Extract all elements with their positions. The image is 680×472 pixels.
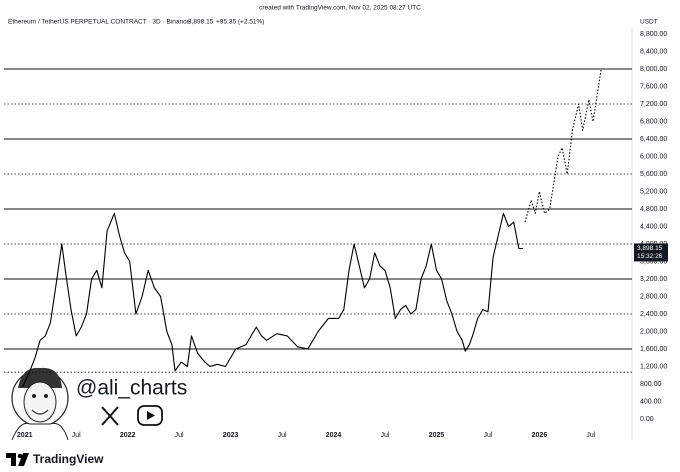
y-tick-label: 400.00 [640, 398, 662, 405]
y-tick-label: 3,600.00 [640, 258, 667, 265]
y-tick-label: 7,600.00 [640, 83, 667, 90]
x-icon [101, 406, 119, 426]
y-tick-label: 2,800.00 [640, 293, 667, 300]
plot: 0.00 400.00 800.00 1,200.00 1,600.00 2,000.00… [4, 31, 668, 439]
x-tick-label: Jul [586, 432, 595, 439]
y-tick-label: 8,400.00 [640, 48, 667, 55]
x-tick-label: Jul [72, 432, 81, 439]
x-tick-label: 2025 [429, 432, 445, 439]
x-tick-label: 2026 [532, 432, 548, 439]
price-tag-value: 3,898.15 [637, 245, 663, 252]
price-tag-countdown: 15:32:26 [637, 253, 663, 260]
symbol-price: 3,898.15 [188, 19, 214, 26]
x-tick-label: Jul [175, 432, 184, 439]
symbol-change: +95.35 (+2.51%) [216, 19, 264, 26]
x-tick-label: 2024 [326, 432, 342, 439]
y-tick-label: 4,400.00 [640, 223, 667, 230]
price-line [22, 212, 524, 388]
price-line [524, 68, 602, 223]
y-tick-label: 4,800.00 [640, 206, 667, 213]
created-note: created with TradingView.com, Nov 02, 20… [259, 5, 421, 12]
y-tick-label: 3,200.00 [640, 276, 667, 283]
y-tick-label: 5,600.00 [640, 171, 667, 178]
youtube-icon [137, 405, 163, 426]
symbol-title: Ethereum / TetherUS PERPETUAL CONTRACT ·… [8, 19, 190, 26]
y-tick-label: 8,000.00 [640, 66, 667, 73]
y-tick-label: 6,400.00 [640, 136, 667, 143]
y-tick-label: 1,600.00 [640, 346, 667, 353]
x-tick-label: Jul [278, 432, 287, 439]
y-tick-label: 6,800.00 [640, 118, 667, 125]
y-tick-label: 7,200.00 [640, 101, 667, 108]
y-tick-label: 2,400.00 [640, 311, 667, 318]
y-tick-label: 1,200.00 [640, 363, 667, 370]
price-tag [634, 243, 668, 262]
y-tick-label: 8,800.00 [640, 31, 667, 38]
x-tick-label: 2022 [120, 432, 136, 439]
x-tick-label: 2023 [223, 432, 239, 439]
brand-name: TradingView [33, 452, 104, 466]
x-tick-label: Jul [483, 432, 492, 439]
y-axis-label: USDT [640, 19, 658, 26]
y-tick-label: 800.00 [640, 381, 662, 388]
y-tick-label: 2,000.00 [640, 328, 667, 335]
y-tick-label: 0.00 [640, 416, 654, 423]
watermark: @ali_charts [76, 377, 187, 400]
brand-logo [6, 453, 29, 466]
x-tick-label: Jul [381, 432, 390, 439]
avatar [11, 367, 69, 441]
x-tick-label: 2021 [17, 432, 33, 439]
y-tick-label: 6,000.00 [640, 153, 667, 160]
y-tick-label: 5,200.00 [640, 188, 667, 195]
